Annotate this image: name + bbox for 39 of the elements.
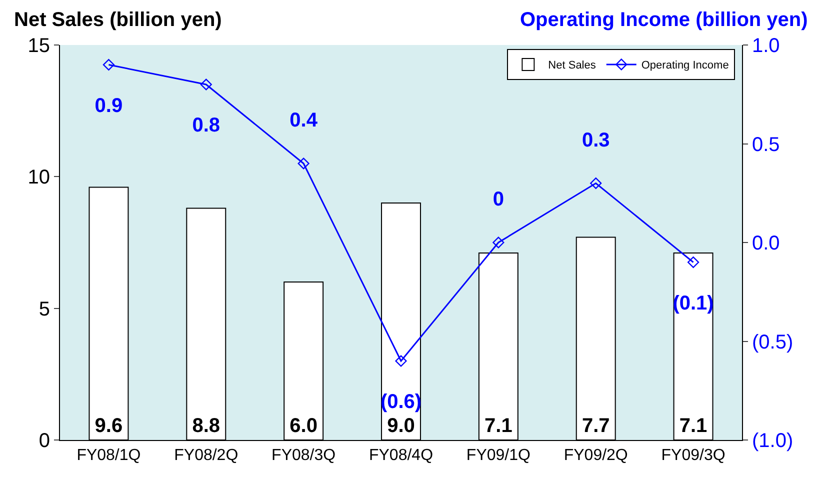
legend-label: Net Sales [548,60,596,72]
x-tick-label: FY08/4Q [368,447,434,464]
point [298,158,310,170]
y-tick-label: 5 [38,298,50,320]
data-label: 0.4 [290,110,318,132]
x-tick-label: FY09/1Q [466,447,530,464]
data-label: 0.8 [192,114,220,136]
data-label: 0 [492,188,504,210]
point [590,177,602,190]
data-label: 0.9 [94,94,123,117]
point [492,236,504,248]
y-axis-title: Net Sales (billion yen) [14,9,222,31]
point [200,78,212,90]
point [395,355,407,367]
data-label: 7.1 [679,415,708,437]
y2-tick-label: 0.0 [752,232,780,254]
x-tick-label: FY09/2Q [564,447,628,464]
y2-axis-title: Operating Income (billion yen) [520,9,808,31]
data-label: 0.3 [582,129,610,152]
y2-tick-label: 0.5 [752,134,780,156]
x-tick-label: FY08/3Q [272,447,336,464]
point [102,58,115,71]
x-tick-label: FY08/2Q [174,447,238,464]
data-label: 7.7 [582,415,610,437]
y-tick-label: 0 [38,430,50,452]
y2-tick-label: (1.0) [752,430,794,452]
point [687,256,700,268]
legend-label: Operating Income [641,60,729,72]
x-tick-label: FY09/3Q [661,447,726,464]
y-tick-label: 15 [28,35,50,57]
data-label: 7.1 [484,415,512,437]
x-tick-label: FY08/1Q [76,447,141,464]
data-label: 8.8 [192,415,220,437]
data-label: 9.6 [94,415,123,437]
y2-tick-label: (0.5) [752,331,794,354]
data-label: 6.0 [290,415,318,437]
data-label: 9.0 [387,415,415,437]
y-tick-label: 10 [28,166,50,189]
y2-tick-label: 1.0 [752,35,780,57]
